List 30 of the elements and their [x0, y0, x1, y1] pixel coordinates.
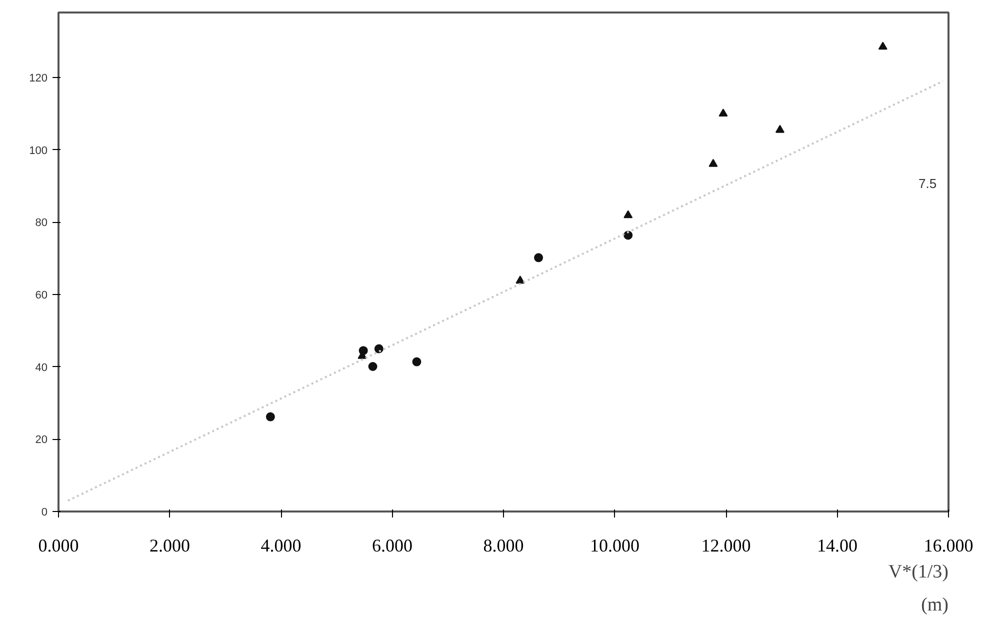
point: [624, 230, 633, 240]
x-tick-label: 12.000: [701, 536, 751, 556]
point: [266, 412, 275, 422]
x-tick-label: 4.000: [260, 536, 302, 556]
point: [412, 357, 422, 366]
y-tick-label: 60: [35, 290, 48, 302]
point: [775, 124, 784, 133]
x-tick-label: 6.000: [372, 536, 412, 556]
x-axis-title: V*(1/3) (m): [888, 562, 949, 616]
y-tick-label: 100: [29, 144, 48, 157]
point: [516, 276, 525, 284]
point: [534, 253, 544, 262]
x-tick-label: 16.000: [924, 536, 974, 556]
annotation: 7.5: [918, 176, 937, 191]
point: [374, 344, 384, 354]
x-tick-label: 14.00: [817, 536, 858, 556]
point: [368, 362, 378, 371]
y-tick-label: 40: [35, 362, 48, 374]
x-tick-label: 10.000: [590, 536, 640, 556]
x-tick-label: 8.000: [483, 536, 524, 556]
y-tick-label: 20: [35, 434, 48, 446]
x-tick-label: 0.000: [38, 536, 79, 556]
point: [718, 108, 728, 117]
point: [708, 158, 718, 167]
point: [878, 42, 888, 50]
y-tick-label: 0: [41, 506, 48, 518]
y-tick-label: 120: [29, 72, 48, 85]
y-tick-label: 80: [35, 217, 48, 230]
x-tick-label: 2.000: [150, 536, 190, 556]
point: [624, 210, 633, 218]
